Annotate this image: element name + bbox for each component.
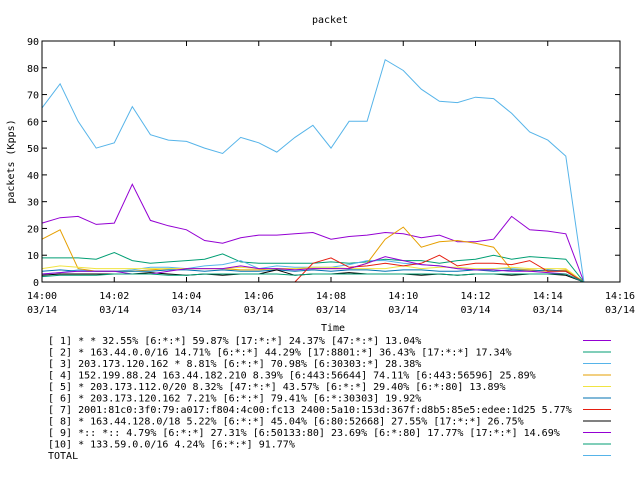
axis-layer: 0 10 20 30 40 50 60 70 80 90 14:00 03/14 14:02 03/14 1…: [27, 37, 635, 316]
x-tick-label: 14:08: [316, 291, 346, 302]
y-tick-label: 50: [27, 144, 39, 155]
x-tick-label: 14:10: [388, 291, 418, 302]
y-axis-label: packets (Kpps): [6, 119, 17, 203]
legend-label-2: [ 2] * 163.44.0.0/16 14.71% [6:*:*] 44.2…: [48, 348, 512, 359]
legend-label-6: [ 6] * 203.173.120.162 7.21% [6:*:*] 79.…: [48, 394, 421, 405]
x-tick-label: 14:04: [171, 291, 201, 302]
y-tick-label: 70: [27, 91, 39, 102]
x-tick-date: 03/14: [171, 305, 201, 316]
y-tick-label: 0: [33, 278, 39, 289]
series-line-10: [41, 273, 585, 283]
x-tick-date: 03/14: [244, 305, 274, 316]
series-line-9: [41, 256, 585, 283]
x-tick-label: 14:14: [533, 291, 563, 302]
x-tick-date: 03/14: [99, 305, 129, 316]
chart-title: packet: [312, 15, 348, 26]
x-tick-label: 14:12: [460, 291, 490, 302]
series-line-5: [41, 265, 585, 283]
legend-label-5: [ 5] * 203.173.112.0/20 8.32% [47:*:*] 4…: [48, 382, 506, 393]
x-tick-label: 14:02: [99, 291, 129, 302]
legend-label-8: [ 8] * 163.44.128.0/18 5.22% [6:*:*] 45.…: [48, 417, 524, 428]
legend-label-3: [ 3] 203.173.120.162 * 8.81% [6:*:*] 70.…: [48, 359, 421, 370]
x-tick-date: 03/14: [27, 305, 57, 316]
x-tick-date: 03/14: [533, 305, 563, 316]
legend-label-10: [10] * 133.59.0.0/16 4.24% [6:*:*] 91.77…: [48, 440, 295, 451]
x-tick-date: 03/14: [388, 305, 418, 316]
series-line-11: [41, 58, 585, 283]
x-tick-date: 03/14: [460, 305, 490, 316]
y-tick-label: 40: [27, 171, 39, 182]
y-tick-label: 90: [27, 37, 39, 48]
y-tick-label: 20: [27, 224, 39, 235]
legend-label-7: [ 7] 2001:81c0:3f0:79:a017:f804:4c00:fc1…: [48, 405, 572, 416]
y-tick-label: 30: [27, 198, 39, 209]
legend-label-1: [ 1] * * 32.55% [6:*:*] 59.87% [17:*:*] …: [48, 336, 421, 347]
series-line-6: [41, 269, 585, 283]
x-tick-label: 14:16: [605, 291, 635, 302]
y-tick-label: 60: [27, 117, 39, 128]
legend-label-4: [ 4] 152.199.88.24 163.44.182.210 8.39% …: [48, 371, 536, 382]
x-tick-label: 14:00: [27, 291, 57, 302]
x-tick-label: 14:06: [244, 291, 274, 302]
legend: [ 1] * * 32.55% [6:*:*] 59.87% [17:*:*] …: [48, 336, 611, 462]
x-tick-date: 03/14: [605, 305, 635, 316]
y-tick-label: 80: [27, 64, 39, 75]
series-layer: [41, 58, 585, 283]
plot-frame: [41, 40, 621, 283]
y-tick-label: 10: [27, 251, 39, 262]
x-tick-date: 03/14: [316, 305, 346, 316]
legend-label-9: [ 9] *:: *:: 4.79% [6:*:*] 27.31% [6:501…: [48, 428, 560, 439]
legend-label-11: TOTAL: [48, 451, 78, 462]
series-line-1: [41, 183, 585, 283]
x-axis-label: Time: [321, 323, 345, 334]
